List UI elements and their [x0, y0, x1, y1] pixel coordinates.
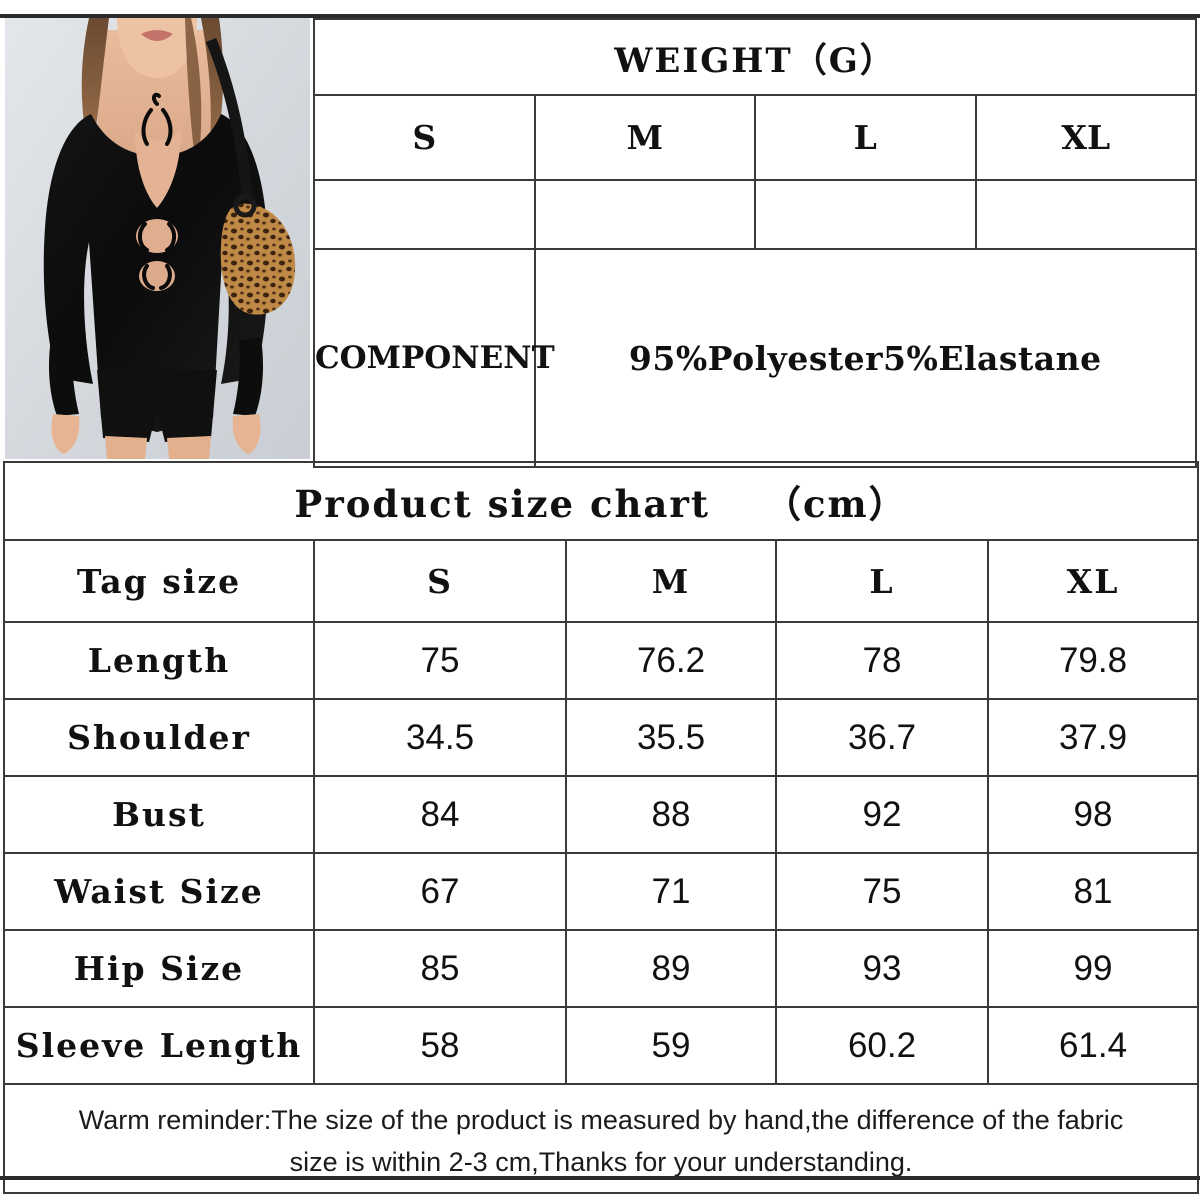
warm-reminder-line-1: Warm reminder:The size of the product is…	[78, 1104, 1124, 1135]
cell-shoulder-m: 35.5	[565, 698, 777, 777]
size-chart-unit-text: （cm）	[763, 482, 908, 526]
row-label-sleeve-length: Sleeve Length	[3, 1006, 315, 1085]
cell-bust-s: 84	[313, 775, 567, 854]
table-row: Hip Size 85 89 93 99	[3, 929, 1200, 1008]
weight-size-header-l: L	[754, 94, 977, 181]
size-chart-header-row: Tag size S M L XL	[3, 539, 1200, 623]
cell-sleeve-s: 58	[313, 1006, 567, 1085]
cell-bust-m: 88	[565, 775, 777, 854]
cell-hip-xl: 99	[986, 929, 1200, 1008]
reminder-row: Warm reminder:The size of the product is…	[2, 1083, 1200, 1194]
cell-shoulder-xl: 37.9	[986, 698, 1200, 777]
size-chart-title-text: Product size chart	[294, 482, 710, 526]
cell-waist-xl: 81	[986, 852, 1200, 931]
weight-size-header-m: M	[533, 94, 756, 181]
size-chart-title-cell: Product size chart （cm）	[2, 461, 1200, 541]
info-table: WEIGHT（G） S M L XL COMPONENT 95%Polyeste…	[313, 18, 1197, 468]
size-chart-table: Product size chart （cm） Tag size S M L XL…	[2, 461, 1200, 1194]
page-top-rule	[0, 14, 1200, 18]
cell-waist-l: 75	[775, 852, 989, 931]
info-weight-title-row: WEIGHT（G）	[313, 18, 1197, 96]
info-component-row: COMPONENT 95%Polyester5%Elastane	[313, 248, 1197, 468]
cell-length-m: 76.2	[565, 621, 777, 700]
weight-value-l	[754, 179, 977, 250]
weight-value-m	[533, 179, 756, 250]
cell-waist-s: 67	[313, 852, 567, 931]
component-label-cell: COMPONENT	[313, 248, 555, 468]
cell-bust-xl: 98	[986, 775, 1200, 854]
cell-sleeve-xl: 61.4	[986, 1006, 1200, 1085]
info-size-header-row: S M L XL	[313, 94, 1197, 181]
weight-size-header-xl: XL	[974, 94, 1197, 181]
cell-bust-l: 92	[775, 775, 989, 854]
weight-size-header-s: S	[313, 94, 536, 181]
row-label-hip-size: Hip Size	[3, 929, 315, 1008]
size-chart-title-row: Product size chart （cm）	[2, 461, 1200, 541]
table-row: Sleeve Length 58 59 60.2 61.4	[3, 1006, 1200, 1085]
page-bottom-rule	[0, 1176, 1200, 1180]
cell-length-s: 75	[313, 621, 567, 700]
row-label-length: Length	[3, 621, 315, 700]
weight-title-cell: WEIGHT（G）	[313, 18, 1197, 96]
cell-sleeve-m: 59	[565, 1006, 777, 1085]
header-xl: XL	[986, 539, 1200, 623]
cell-waist-m: 71	[565, 852, 777, 931]
component-value-cell: 95%Polyester5%Elastane	[533, 248, 1197, 468]
cell-length-l: 78	[775, 621, 989, 700]
cell-hip-s: 85	[313, 929, 567, 1008]
warm-reminder-line-2: size is within 2-3 cm,Thanks for your un…	[289, 1146, 913, 1177]
row-label-waist-size: Waist Size	[3, 852, 315, 931]
cell-shoulder-s: 34.5	[313, 698, 567, 777]
weight-value-xl	[974, 179, 1197, 250]
header-m: M	[565, 539, 777, 623]
header-l: L	[775, 539, 989, 623]
cell-length-xl: 79.8	[986, 621, 1200, 700]
cell-hip-m: 89	[565, 929, 777, 1008]
warm-reminder-cell: Warm reminder:The size of the product is…	[2, 1083, 1200, 1194]
cell-shoulder-l: 36.7	[775, 698, 989, 777]
product-photo-illustration	[5, 18, 310, 459]
table-row: Waist Size 67 71 75 81	[3, 852, 1200, 931]
row-label-shoulder: Shoulder	[3, 698, 315, 777]
weight-value-s	[313, 179, 536, 250]
header-s: S	[313, 539, 567, 623]
table-row: Length 75 76.2 78 79.8	[3, 621, 1200, 700]
header-tag-size: Tag size	[3, 539, 315, 623]
info-weight-values-row	[313, 179, 1197, 250]
cell-hip-l: 93	[775, 929, 989, 1008]
row-label-bust: Bust	[3, 775, 315, 854]
product-photo	[5, 18, 310, 459]
table-row: Bust 84 88 92 98	[3, 775, 1200, 854]
table-row: Shoulder 34.5 35.5 36.7 37.9	[3, 698, 1200, 777]
cell-sleeve-l: 60.2	[775, 1006, 989, 1085]
top-region: WEIGHT（G） S M L XL COMPONENT 95%Polyeste…	[0, 18, 1200, 468]
